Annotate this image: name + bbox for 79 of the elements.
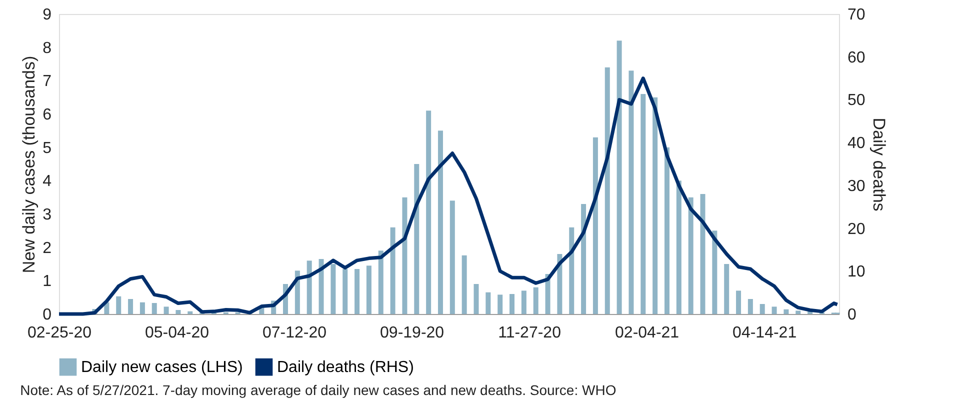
y-tick-label: 4 xyxy=(42,173,52,190)
bar xyxy=(378,250,384,314)
bar xyxy=(592,137,598,314)
y2-tick-label: 60 xyxy=(848,49,866,66)
bar xyxy=(748,299,753,314)
x-tick-label: 02-25-20 xyxy=(27,324,92,342)
y-tick-label: 5 xyxy=(42,140,52,157)
bar xyxy=(128,299,134,314)
bar xyxy=(628,70,634,314)
bar xyxy=(581,204,586,314)
y2-tick-label: 10 xyxy=(848,264,866,281)
bar xyxy=(616,40,622,314)
bar xyxy=(414,164,420,314)
line-series xyxy=(57,76,840,316)
bar xyxy=(712,230,718,314)
bar xyxy=(736,290,742,314)
bar xyxy=(486,292,491,314)
bar xyxy=(116,296,122,314)
y-tick-label: 0 xyxy=(42,306,52,324)
y2-tick-label: 40 xyxy=(848,135,866,152)
bar xyxy=(510,294,515,314)
y-tick-label: 1 xyxy=(42,273,52,290)
y-tick-label: 2 xyxy=(42,240,52,257)
x-tick-label: 11-27-20 xyxy=(498,324,562,342)
bar xyxy=(569,227,574,314)
bar xyxy=(402,197,408,314)
bar xyxy=(164,306,169,314)
x-tick-label: 07-12-20 xyxy=(262,324,327,342)
bar xyxy=(306,260,312,314)
bar xyxy=(342,269,348,314)
bar xyxy=(700,194,706,314)
bar xyxy=(354,269,360,314)
y2-tick-label: 70 xyxy=(848,6,866,24)
y2-tick-label: 50 xyxy=(848,92,866,110)
legend-label: Daily deaths (RHS) xyxy=(277,359,414,376)
y2-axis-title: Daily deaths xyxy=(869,118,888,212)
y2-tick-label: 0 xyxy=(848,306,856,324)
y-tick-label: 9 xyxy=(42,6,52,24)
bar xyxy=(140,302,145,314)
bar xyxy=(498,294,503,314)
bar xyxy=(330,264,336,314)
x-tick-label: 04-14-21 xyxy=(732,324,797,342)
y2-tick-label: 30 xyxy=(848,178,866,195)
y-axis-title: New daily cases (thousands) xyxy=(20,56,39,274)
bar xyxy=(557,254,562,314)
bar xyxy=(784,309,789,314)
y2-tick-label: 20 xyxy=(848,220,866,238)
bar xyxy=(152,303,157,314)
bar xyxy=(450,200,455,314)
bar xyxy=(462,255,467,314)
x-tick-label: 09-19-20 xyxy=(380,324,444,342)
bar xyxy=(533,287,538,314)
bar xyxy=(474,284,479,314)
y-tick-label: 7 xyxy=(42,73,52,90)
bar xyxy=(676,180,682,314)
bar xyxy=(390,227,396,314)
bar xyxy=(438,130,443,314)
bar xyxy=(426,110,432,314)
bar xyxy=(652,97,658,314)
bar xyxy=(318,259,324,314)
x-tick-label: 02-04-21 xyxy=(615,324,680,342)
bar xyxy=(640,94,646,314)
text: Note: As of 5/27/2021. 7-day moving average of daily new cases and new deaths. Source: WHO xyxy=(20,382,616,398)
legend-label: Daily new cases (LHS) xyxy=(81,359,243,376)
bar xyxy=(188,311,193,314)
bar xyxy=(366,266,372,314)
bar xyxy=(772,306,777,314)
y-tick-label: 3 xyxy=(42,206,52,224)
x-tick-label: 05-04-20 xyxy=(144,324,210,342)
bar xyxy=(760,304,765,314)
bar xyxy=(176,310,181,314)
y-tick-label: 6 xyxy=(42,106,52,124)
bar xyxy=(724,264,730,314)
bar xyxy=(688,197,694,314)
bar xyxy=(796,310,801,314)
y-tick-label: 8 xyxy=(42,40,52,57)
bar xyxy=(604,67,610,314)
bar xyxy=(664,147,670,314)
bar xyxy=(521,290,526,314)
